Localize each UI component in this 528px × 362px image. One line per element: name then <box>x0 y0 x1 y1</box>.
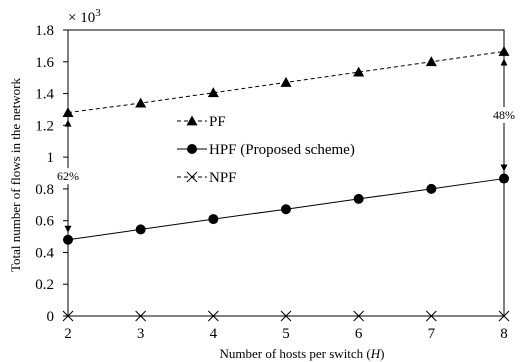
data-point-hpf <box>208 214 219 225</box>
y-multiplier-exponent: 3 <box>95 7 101 19</box>
data-point-npf <box>498 310 510 322</box>
arrowhead-down <box>64 225 72 233</box>
gap-annotation: 62% <box>54 119 82 233</box>
data-point-npf <box>135 310 147 322</box>
label-background <box>54 168 82 185</box>
x-marker-stroke <box>425 310 437 322</box>
data-point-npf <box>207 310 219 322</box>
x-marker-stroke <box>62 310 74 322</box>
x-axis-title: Number of hosts per switch (H) <box>219 346 384 361</box>
legend-item-npf: NPF <box>177 170 237 186</box>
x-tick-label: 8 <box>500 326 508 342</box>
x-axis: 2 3 4 5 6 7 8 <box>64 326 508 342</box>
x-tick-label: 2 <box>64 326 72 342</box>
x-marker-stroke <box>186 171 198 183</box>
data-point-hpf <box>135 224 146 235</box>
legend-item-pf: PF <box>177 114 226 130</box>
x-marker-stroke <box>280 310 292 322</box>
data-point-pf <box>62 107 74 118</box>
data-point-npf <box>353 310 365 322</box>
y-multiplier-label: × 103 <box>68 7 101 26</box>
series-npf <box>62 310 510 322</box>
gap-annotation: 48% <box>490 58 518 172</box>
data-point-hpf <box>353 193 364 204</box>
data-point-hpf <box>426 183 437 194</box>
y-tick-label: 0.2 <box>35 277 54 293</box>
x-tick-label: 5 <box>282 326 290 342</box>
legend-label-hpf: HPF (Proposed scheme) <box>209 142 355 158</box>
data-point-pf <box>207 87 219 98</box>
legend-item-hpf: HPF (Proposed scheme) <box>177 142 355 158</box>
legend: PF HPF (Proposed scheme) NPF <box>177 114 355 186</box>
y-axis-title: Total number of flows in the network <box>8 77 23 272</box>
y-axis: 0 0.2 0.4 0.6 0.8 1 1.2 1.4 1.6 1.8 <box>35 23 68 325</box>
data-point-hpf <box>63 234 73 245</box>
annotation-layer: 62% 48% <box>54 58 518 233</box>
y-tick-label: 1 <box>47 150 55 166</box>
data-point-pf <box>498 45 510 56</box>
y-tick-label: 1.8 <box>35 23 54 39</box>
y-tick-label: 0.4 <box>35 245 54 261</box>
data-point-pf <box>425 56 437 67</box>
gap-percentage-label: 62% <box>57 169 79 183</box>
arrowhead-down <box>500 164 508 172</box>
series-hpf <box>63 173 509 245</box>
x-marker-stroke <box>498 310 510 322</box>
label-background <box>490 107 518 124</box>
data-point-hpf <box>499 173 509 184</box>
x-tick-label: 7 <box>428 326 436 342</box>
data-point-pf <box>135 97 147 108</box>
data-point-pf <box>280 76 292 87</box>
y-tick-label: 0 <box>47 309 55 325</box>
arrowhead-up <box>500 58 508 66</box>
legend-marker-hpf <box>187 144 197 154</box>
x-marker-stroke <box>353 310 365 322</box>
x-tick-label: 4 <box>210 326 218 342</box>
series-layer <box>62 45 510 322</box>
x-tick-label: 6 <box>355 326 363 342</box>
legend-label-npf: NPF <box>209 170 237 186</box>
data-point-hpf <box>281 204 291 215</box>
y-tick-label: 1.6 <box>35 55 54 71</box>
plot-frame <box>67 29 505 317</box>
gap-percentage-label: 48% <box>493 108 515 122</box>
series-pf <box>62 45 510 118</box>
plot-area-border <box>67 29 505 317</box>
x-marker-stroke <box>207 310 219 322</box>
data-point-npf <box>425 310 437 322</box>
data-point-pf <box>353 66 365 77</box>
x-marker-stroke <box>135 310 147 322</box>
y-tick-label: 0.8 <box>35 182 54 198</box>
y-tick-label: 1.4 <box>35 87 54 103</box>
data-point-npf <box>62 310 74 322</box>
legend-marker-npf <box>186 171 198 183</box>
data-point-npf <box>280 310 292 322</box>
arrowhead-up <box>64 119 72 127</box>
y-tick-label: 1.2 <box>35 118 54 134</box>
x-tick-label: 3 <box>137 326 145 342</box>
legend-marker-pf <box>186 115 198 126</box>
y-tick-label: 0.6 <box>35 214 54 230</box>
legend-label-pf: PF <box>209 114 226 130</box>
